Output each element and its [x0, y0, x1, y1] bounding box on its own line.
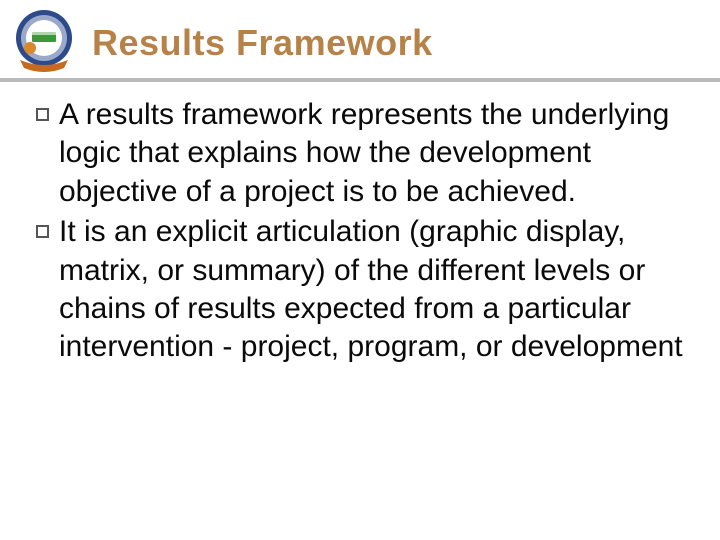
slide-body: A results framework represents the under…: [36, 96, 692, 369]
bullet-item: A results framework represents the under…: [36, 96, 692, 211]
organization-logo: [10, 8, 78, 76]
slide: Results Framework A results framework re…: [0, 0, 720, 540]
bullet-text: A results framework represents the under…: [59, 96, 692, 211]
slide-title: Results Framework: [92, 22, 433, 64]
bullet-item: It is an explicit articulation (graphic …: [36, 213, 692, 367]
square-bullet-icon: [36, 225, 49, 238]
square-bullet-icon: [36, 108, 49, 121]
bullet-text: It is an explicit articulation (graphic …: [59, 213, 692, 367]
title-divider: [0, 78, 720, 82]
